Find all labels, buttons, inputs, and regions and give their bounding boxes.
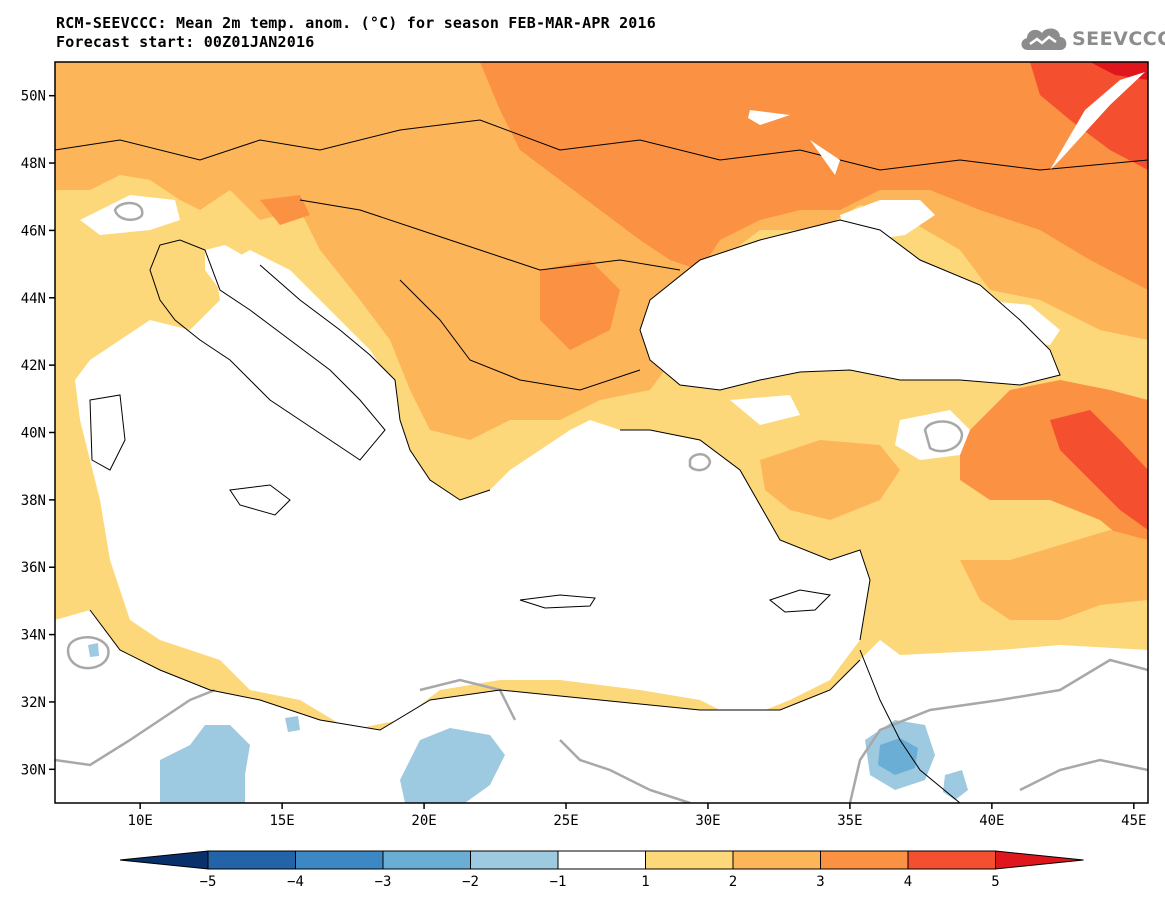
zero-contours [55,201,1148,803]
colorbar-label: 2 [729,874,737,890]
lon-label: 35E [837,813,862,829]
coastline-sardinia [89,394,126,471]
latitude-axis: 50N 48N 46N 44N 42N 40N 38N 36N 34N 32N 30N [21,89,55,778]
logo-text: SEEVCCC [1072,28,1165,50]
anomaly-field-gt5 [1090,62,1148,80]
zero-contour [1019,758,1148,792]
zero-contour [419,678,517,721]
longitude-axis: 10E 15E 20E 25E 30E 35E 40E 45E [128,803,1146,829]
cloud-logo-icon [1021,28,1067,50]
border-line [859,649,961,803]
colorbar-swatch [907,850,996,870]
sea-of-azov [840,200,935,240]
border-line [299,199,681,271]
colorbar-swatch [645,850,734,870]
anomaly-field-3-4 [540,260,620,350]
coastline-anatolia [620,429,871,641]
lon-label: 10E [128,813,153,829]
colorbar-label: −4 [287,874,304,890]
colorbar-swatch [732,850,821,870]
lon-label: 40E [979,813,1004,829]
title-line-2: Forecast start: 00Z01JAN2016 [56,33,315,51]
colorbar-label: −5 [200,874,217,890]
coastline-balkans [259,264,491,501]
title-line-1: RCM-SEEVCCC: Mean 2m temp. anom. (°C) fo… [56,14,656,32]
colorbar-min-arrow [119,850,209,870]
zero-contour [848,658,1148,803]
colorbar-swatch [557,850,646,870]
zero-contour [559,739,691,803]
border-line [399,279,641,391]
adriatic-sea [205,245,400,430]
colorbar-label: 5 [991,874,999,890]
lat-label: 36N [21,560,46,576]
lat-label: 44N [21,291,46,307]
coastline-italy [149,239,386,461]
coastline-crete [519,594,596,609]
lake [748,110,790,125]
mediterranean-sea [75,250,870,730]
lat-label: 30N [21,762,46,778]
coastline-cyprus [768,589,832,613]
anomaly-field-neg-1-2 [285,716,300,732]
zero-contour-loop [113,201,144,221]
anomaly-field-3-4 [480,62,1148,290]
lon-label: 20E [411,813,436,829]
lat-label: 38N [21,493,46,509]
colorbar-label: 3 [816,874,824,890]
coastline-black-sea [639,219,1061,391]
anomaly-field-neg-1-2 [88,643,99,657]
lon-label: 30E [695,813,720,829]
chart-title: RCM-SEEVCCC: Mean 2m temp. anom. (°C) fo… [56,14,656,52]
anomaly-field-neg-1-2 [160,725,250,803]
neutral-field-patch [980,300,1060,345]
neutral-field-patch [730,395,800,425]
lon-label: 25E [553,813,578,829]
border-line [55,119,1148,171]
colorbar: −5 −4 −3 −2 −1 1 2 3 4 5 [119,850,1084,890]
lat-label: 46N [21,223,46,239]
lat-label: 42N [21,358,46,374]
coastline-north-africa [89,609,861,731]
zero-contour-loop [66,636,110,670]
colorbar-label: −3 [375,874,392,890]
lake [810,140,840,175]
map-fields [55,62,1148,803]
colorbar-label: 4 [904,874,912,890]
lat-label: 34N [21,628,46,644]
lat-label: 40N [21,426,46,442]
anomaly-field-neg-1-2 [943,770,968,800]
seevccc-logo: SEEVCCC [1018,22,1165,56]
anomaly-field-4-5 [1050,410,1148,530]
lat-label: 48N [21,156,46,172]
coastline-sicily [229,484,291,516]
anomaly-field-2-3 [960,530,1148,620]
lake [1050,72,1145,170]
anomaly-field-3-4 [260,195,310,225]
colorbar-swatch [295,850,384,870]
colorbar-label: −1 [550,874,567,890]
lon-label: 45E [1121,813,1146,829]
anomaly-field-neg-2-3 [878,738,918,775]
neutral-field-patch [80,195,180,235]
zero-contour-loop [923,420,964,453]
anomaly-field-2-3 [760,440,900,520]
colorbar-swatch [820,850,909,870]
colorbar-max-arrow [995,850,1084,870]
colorbar-swatch [382,850,471,870]
colorbar-label: −2 [462,874,479,890]
colorbar-label: 1 [641,874,649,890]
lat-label: 32N [21,695,46,711]
zero-contour [55,688,216,767]
coastlines [55,119,1148,803]
lat-label: 50N [21,89,46,105]
lon-label: 15E [269,813,294,829]
anomaly-field-neg-1-2 [400,728,505,803]
colorbar-swatch [470,850,559,870]
zero-contour-loop [688,453,712,472]
black-sea [640,220,1060,390]
colorbar-swatch [207,850,296,870]
